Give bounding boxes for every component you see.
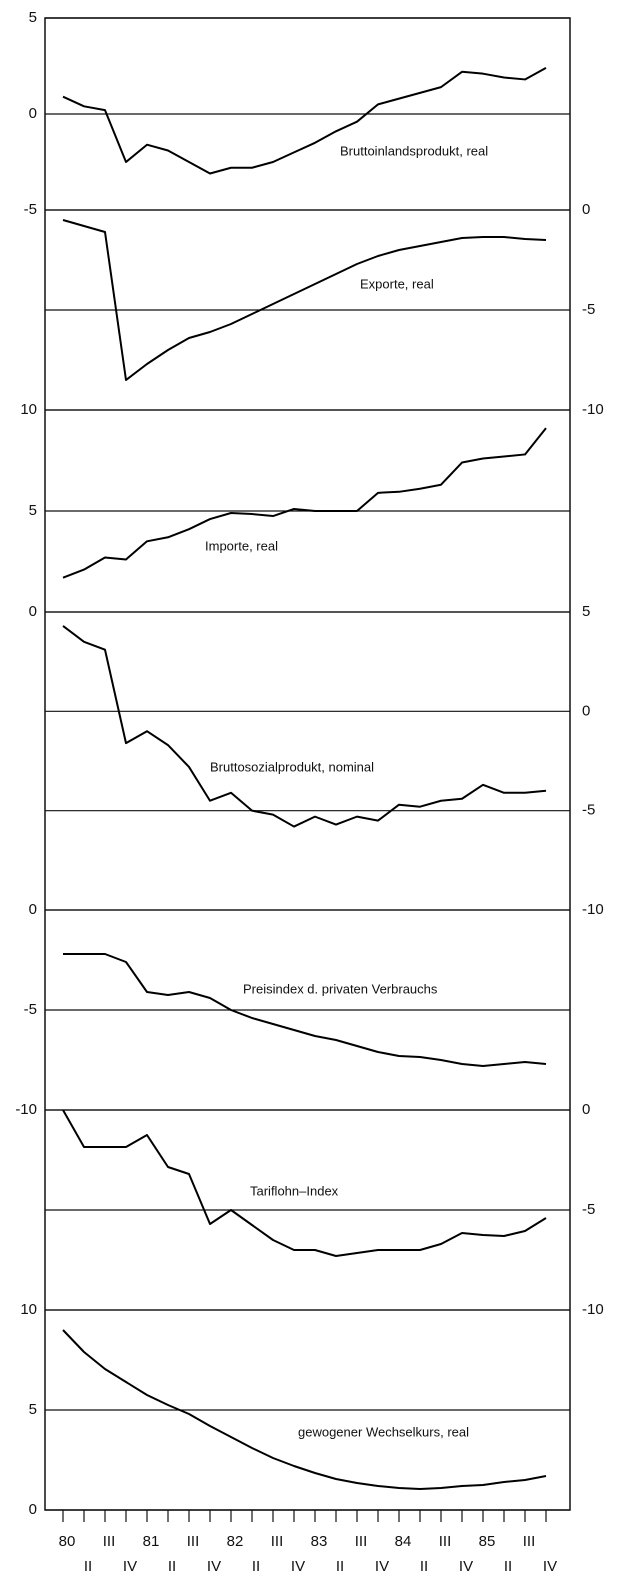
y-tick-label: 0 <box>582 201 590 218</box>
data-line <box>62 1109 547 1257</box>
y-tick-label: 0 <box>582 1101 590 1118</box>
y-tick-label: -5 <box>24 1001 37 1018</box>
x-tick-label: III <box>103 1533 116 1550</box>
data-line <box>62 67 547 175</box>
data-line <box>62 219 547 381</box>
y-tick-label: 0 <box>29 603 37 620</box>
x-tick-label: III <box>271 1533 284 1550</box>
annotation: Bruttoinlandsprodukt, real <box>340 143 488 158</box>
x-tick-label: II <box>336 1558 344 1575</box>
x-tick-label: 81 <box>143 1533 160 1550</box>
y-tick-label: -10 <box>582 901 604 918</box>
x-tick-label: IV <box>543 1558 557 1575</box>
x-tick-label: III <box>355 1533 368 1550</box>
x-tick-label: 80 <box>59 1533 76 1550</box>
data-line <box>62 427 547 579</box>
data-line <box>62 625 547 828</box>
x-tick-label: IV <box>375 1558 389 1575</box>
y-tick-label: -5 <box>582 802 595 819</box>
y-tick-label: 0 <box>29 1501 37 1518</box>
y-tick-label: -5 <box>24 201 37 218</box>
x-tick-label: 83 <box>311 1533 328 1550</box>
y-tick-label: 5 <box>29 502 37 519</box>
x-tick-label: IV <box>123 1558 137 1575</box>
y-tick-label: -10 <box>582 401 604 418</box>
x-tick-label: II <box>84 1558 92 1575</box>
y-tick-label: 5 <box>582 603 590 620</box>
annotation: Exporte, real <box>360 276 434 291</box>
y-tick-label: 0 <box>582 702 590 719</box>
x-tick-label: 82 <box>227 1533 244 1550</box>
y-tick-label: -10 <box>582 1301 604 1318</box>
annotation: Tariflohn–Index <box>250 1183 339 1198</box>
data-line <box>62 1329 547 1490</box>
annotation: Preisindex d. privaten Verbrauchs <box>243 981 438 996</box>
y-tick-label: -10 <box>15 1101 37 1118</box>
x-tick-label: III <box>187 1533 200 1550</box>
annotation: gewogener Wechselkurs, real <box>298 1424 469 1439</box>
y-tick-label: 0 <box>29 105 37 122</box>
x-tick-label: II <box>168 1558 176 1575</box>
y-tick-label: 5 <box>29 1401 37 1418</box>
x-tick-label: III <box>523 1533 536 1550</box>
annotation: Importe, real <box>205 538 278 553</box>
y-tick-label: -5 <box>582 1201 595 1218</box>
x-tick-label: 85 <box>479 1533 496 1550</box>
x-tick-label: II <box>420 1558 428 1575</box>
y-tick-label: 10 <box>20 1301 37 1318</box>
x-tick-label: IV <box>459 1558 473 1575</box>
y-tick-label: -5 <box>582 301 595 318</box>
x-tick-label: 84 <box>395 1533 412 1550</box>
x-tick-label: II <box>252 1558 260 1575</box>
annotation: Bruttosozialprodukt, nominal <box>210 759 374 774</box>
y-tick-label: 0 <box>29 901 37 918</box>
x-tick-label: IV <box>291 1558 305 1575</box>
data-line <box>63 953 547 1067</box>
x-tick-label: IV <box>207 1558 221 1575</box>
x-tick-label: III <box>439 1533 452 1550</box>
x-tick-label: II <box>504 1558 512 1575</box>
y-tick-label: 5 <box>29 9 37 26</box>
y-tick-label: 10 <box>20 401 37 418</box>
